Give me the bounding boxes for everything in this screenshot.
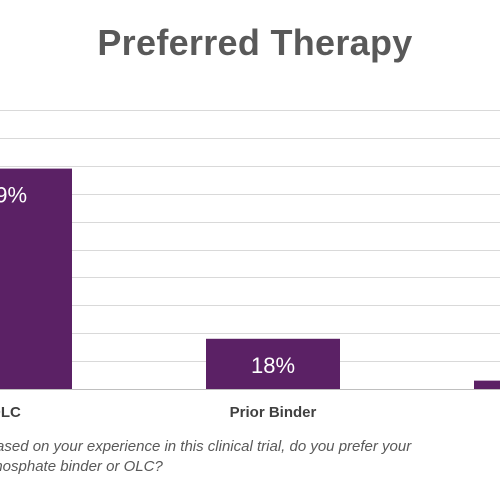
chart-title: Preferred Therapy (97, 22, 413, 63)
category-label-1: OLC (0, 404, 21, 421)
survey-question: Based on your experience in this clinica… (0, 437, 500, 477)
bar-1 (0, 168, 72, 389)
bar-2 (206, 338, 340, 389)
survey-question-line-2: phosphate binder or OLC? (0, 458, 163, 475)
bars (0, 168, 500, 389)
bar-3 (474, 380, 500, 389)
labels: 79% OLC 18% Prior Binder (0, 183, 317, 421)
bar-value-label-2: 18% (251, 353, 295, 378)
category-label-2: Prior Binder (230, 404, 317, 421)
bar-value-label-1: 79% (0, 183, 27, 208)
survey-question-line-1: Based on your experience in this clinica… (0, 438, 412, 455)
